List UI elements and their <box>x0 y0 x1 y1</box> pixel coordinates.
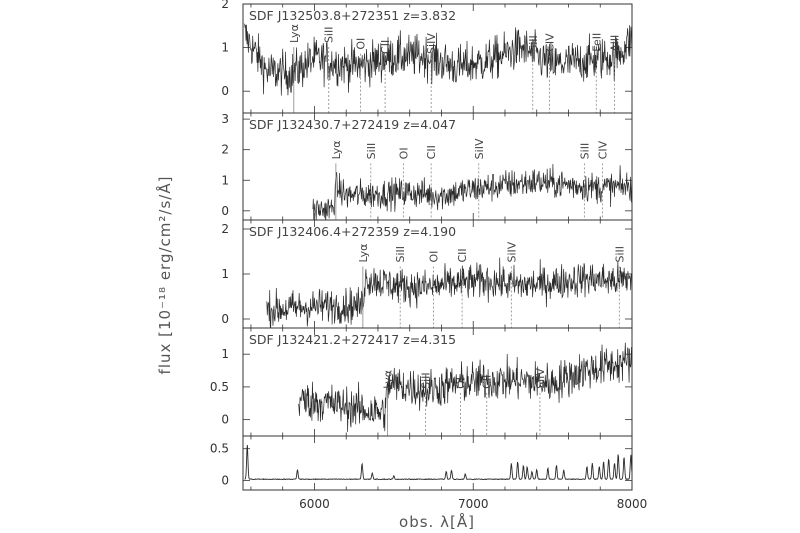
spectrum-line <box>266 257 632 328</box>
line-marker-label: OI <box>455 377 468 389</box>
spectrum-panel: 0 1 2 Lyα SiII OI CII SiIV SiII SDF J132406.4+272… <box>221 219 633 329</box>
panel-plot-area <box>266 257 632 328</box>
line-marker-label: SiII <box>527 35 540 52</box>
panel-label: SDF J132430.7+272419 z=4.047 <box>249 117 456 132</box>
spectrum-line <box>312 163 632 220</box>
x-tick-label: 8000 <box>617 497 648 511</box>
line-marker-label: FeII <box>590 33 603 52</box>
line-marker-label: CII <box>379 40 392 54</box>
panel-frame <box>242 435 633 491</box>
y-tick-label: 3 <box>221 112 229 126</box>
y-tick-label: 2 <box>221 0 229 11</box>
x-tick-label: 6000 <box>299 497 330 511</box>
y-tick-label: 0 <box>221 312 229 326</box>
line-marker-label: OI <box>428 251 441 263</box>
line-marker-label: SiII <box>323 27 336 44</box>
line-marker-label: Lyα <box>357 244 370 263</box>
panel-plot-area <box>244 23 632 113</box>
y-tick-label: 1 <box>221 41 229 55</box>
line-marker-label: Lyα <box>288 24 301 43</box>
line-marker-label: CII <box>481 375 494 389</box>
line-marker-label: OI <box>397 147 410 159</box>
line-marker-label: CII <box>425 145 438 159</box>
line-marker-label: OI <box>354 38 367 50</box>
y-tick-label: 0 <box>221 473 229 487</box>
line-marker-label: SiII <box>420 372 433 389</box>
spectrum-line <box>244 23 632 96</box>
line-marker-label: SiII <box>613 246 626 263</box>
y-tick-label: 0 <box>221 84 229 98</box>
line-marker-label: SiIV <box>534 368 547 389</box>
y-tick-label: 0 <box>221 413 229 427</box>
y-tick-label: 2 <box>221 143 229 157</box>
y-axis-label: flux [10⁻¹⁸ erg/cm²/s/Å] <box>155 176 174 375</box>
y-tick-label: 2 <box>221 222 229 236</box>
line-marker-label: AlII <box>609 35 622 52</box>
y-tick-label: 1 <box>221 173 229 187</box>
y-tick-label: 0.5 <box>210 442 229 456</box>
y-tick-label: 1 <box>221 347 229 361</box>
line-marker-label: SiII <box>394 246 407 263</box>
line-marker-label: Lyα <box>381 370 394 389</box>
line-marker-label: SiII <box>365 143 378 160</box>
panel-label: SDF J132503.8+272351 z=3.832 <box>249 8 456 23</box>
line-marker-label: SiIV <box>505 241 518 262</box>
y-tick-label: 0 <box>221 204 229 218</box>
line-marker-label: CII <box>456 248 469 262</box>
panel-plot-area <box>244 445 632 481</box>
y-tick-label: 0.5 <box>210 380 229 394</box>
panel-label: SDF J132421.2+272417 z=4.315 <box>249 332 456 347</box>
x-tick-label: 7000 <box>458 497 489 511</box>
panel-plot-area <box>298 342 632 436</box>
spectrum-line <box>298 342 632 432</box>
line-marker-label: CIV <box>597 140 610 159</box>
spectrum-panel: 0 1 2 3 Lyα SiII OI CII SiIV SiII CIV SDF J132430.7… <box>221 112 633 221</box>
panel-label: SDF J132406.4+272359 z=4.190 <box>249 224 456 239</box>
line-marker-label: Lyα <box>330 140 343 159</box>
x-axis-label: obs. λ[Å] <box>399 512 475 531</box>
line-marker-label: CIV <box>543 33 556 52</box>
y-tick-label: 1 <box>221 267 229 281</box>
line-marker-label: SiIV <box>473 138 486 159</box>
line-marker-label: SiII <box>578 143 591 160</box>
sky-spectrum-line <box>244 445 632 481</box>
panel-plot-area <box>312 163 632 220</box>
line-marker-label: SiIV <box>425 33 438 54</box>
spectrum-panel: 0 0.5 1 Lyα SiII OI CII SiIV SDF J132421.2+27241… <box>210 327 633 437</box>
spectrum-panel: 0 0.5 6000 7000 8000 <box>210 435 648 511</box>
